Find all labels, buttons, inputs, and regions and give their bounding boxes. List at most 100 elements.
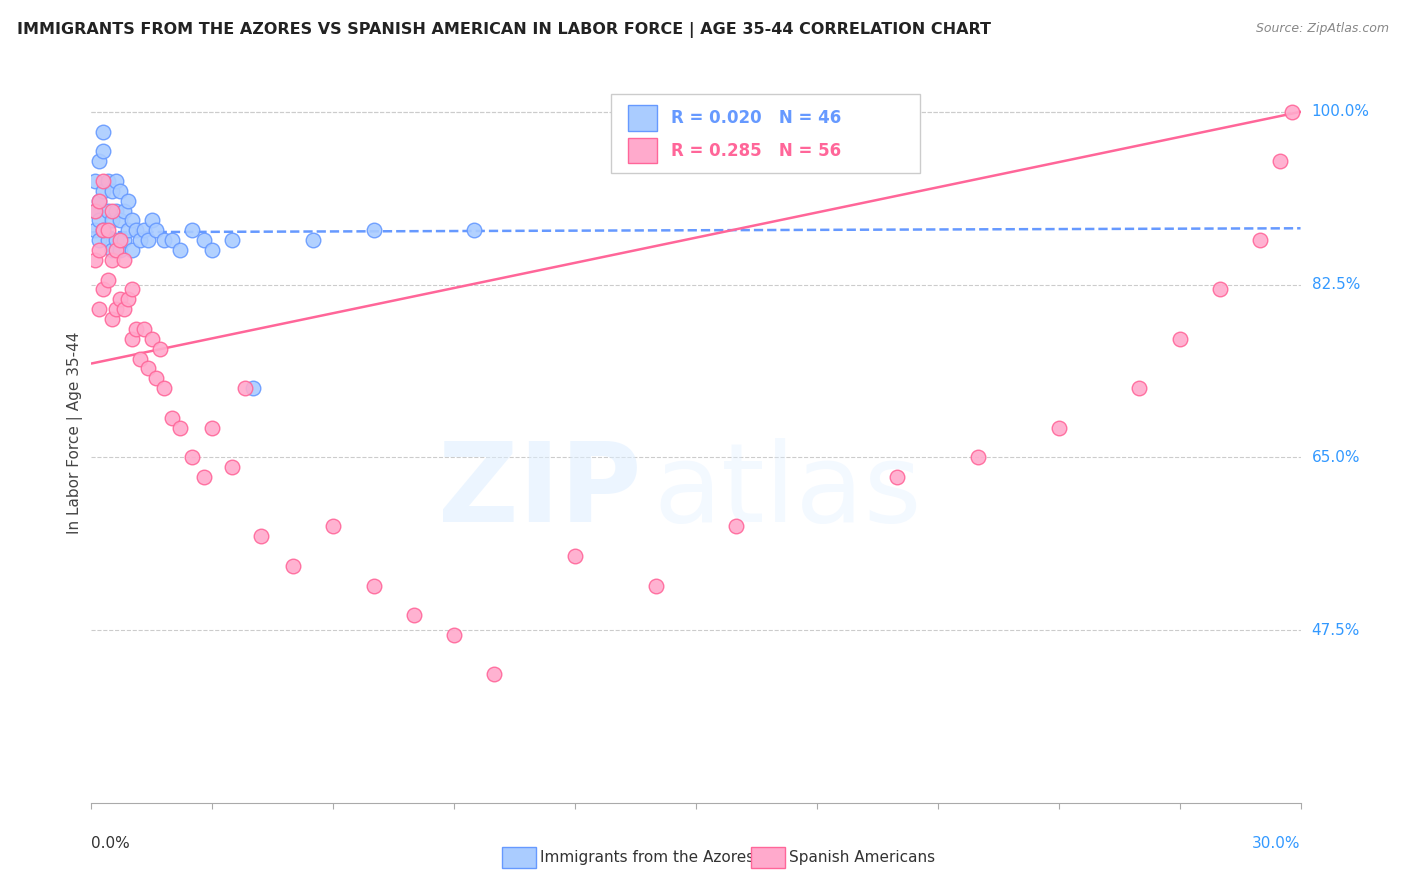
Point bbox=[233, 381, 256, 395]
Point bbox=[104, 233, 127, 247]
Point bbox=[108, 184, 131, 198]
Point bbox=[193, 233, 215, 247]
Point bbox=[121, 283, 143, 297]
Point bbox=[644, 579, 666, 593]
Text: Source: ZipAtlas.com: Source: ZipAtlas.com bbox=[1256, 22, 1389, 36]
Point bbox=[96, 223, 118, 237]
Point bbox=[100, 184, 122, 198]
Text: R = 0.020   N = 46: R = 0.020 N = 46 bbox=[671, 109, 841, 127]
Point bbox=[145, 371, 167, 385]
Point bbox=[100, 243, 122, 257]
Point bbox=[96, 203, 118, 218]
Point bbox=[117, 223, 139, 237]
Point bbox=[181, 223, 204, 237]
Point bbox=[1209, 283, 1232, 297]
Point bbox=[128, 351, 150, 366]
Text: 100.0%: 100.0% bbox=[1312, 104, 1369, 120]
Point bbox=[136, 361, 159, 376]
Point bbox=[84, 252, 107, 267]
Point bbox=[1128, 381, 1150, 395]
Point bbox=[169, 420, 191, 434]
Point bbox=[100, 213, 122, 227]
Point bbox=[104, 302, 127, 317]
Point bbox=[153, 381, 176, 395]
Point bbox=[104, 243, 127, 257]
Point bbox=[141, 332, 163, 346]
Point bbox=[160, 410, 183, 425]
Point bbox=[484, 667, 506, 681]
Point bbox=[89, 302, 111, 317]
Point bbox=[93, 283, 115, 297]
Point bbox=[153, 233, 176, 247]
Point bbox=[363, 579, 385, 593]
Text: atlas: atlas bbox=[654, 438, 922, 545]
Point bbox=[100, 203, 122, 218]
Point bbox=[725, 519, 748, 533]
Y-axis label: In Labor Force | Age 35-44: In Labor Force | Age 35-44 bbox=[67, 332, 83, 533]
Point bbox=[463, 223, 485, 237]
Point bbox=[193, 470, 215, 484]
Point bbox=[93, 145, 115, 159]
Point bbox=[89, 194, 111, 208]
Text: 30.0%: 30.0% bbox=[1253, 836, 1301, 851]
Point bbox=[443, 628, 465, 642]
Point bbox=[104, 203, 127, 218]
Point bbox=[145, 223, 167, 237]
Point bbox=[125, 322, 148, 336]
Point bbox=[96, 174, 118, 188]
Point bbox=[112, 252, 135, 267]
Point bbox=[96, 272, 118, 286]
Point bbox=[108, 243, 131, 257]
Text: ZIP: ZIP bbox=[439, 438, 641, 545]
Point bbox=[128, 233, 150, 247]
Point bbox=[84, 203, 107, 218]
Text: Immigrants from the Azores: Immigrants from the Azores bbox=[540, 850, 754, 864]
Point bbox=[112, 302, 135, 317]
Point bbox=[121, 213, 143, 227]
Point bbox=[117, 194, 139, 208]
Point bbox=[181, 450, 204, 465]
Point bbox=[1047, 420, 1070, 434]
Text: Spanish Americans: Spanish Americans bbox=[789, 850, 935, 864]
Point bbox=[402, 608, 425, 623]
Point bbox=[93, 174, 115, 188]
Point bbox=[108, 213, 131, 227]
Point bbox=[89, 154, 111, 169]
Point bbox=[242, 381, 264, 395]
Point bbox=[84, 223, 107, 237]
Point bbox=[84, 174, 107, 188]
Point bbox=[281, 558, 304, 573]
Point bbox=[1281, 104, 1303, 119]
Point bbox=[141, 213, 163, 227]
Point bbox=[93, 124, 115, 138]
Point bbox=[136, 233, 159, 247]
Text: R = 0.285   N = 56: R = 0.285 N = 56 bbox=[671, 142, 841, 160]
Point bbox=[1168, 332, 1191, 346]
Point bbox=[108, 233, 131, 247]
FancyBboxPatch shape bbox=[628, 105, 657, 130]
FancyBboxPatch shape bbox=[612, 94, 920, 173]
Point bbox=[93, 223, 115, 237]
Point bbox=[132, 223, 155, 237]
Text: 65.0%: 65.0% bbox=[1312, 450, 1360, 465]
Point bbox=[564, 549, 586, 563]
Point bbox=[93, 223, 115, 237]
Point bbox=[121, 243, 143, 257]
Point bbox=[104, 174, 127, 188]
Point bbox=[221, 460, 243, 475]
Point bbox=[121, 332, 143, 346]
Point bbox=[160, 233, 183, 247]
FancyBboxPatch shape bbox=[628, 138, 657, 163]
Point bbox=[112, 233, 135, 247]
Point bbox=[201, 420, 224, 434]
Point bbox=[169, 243, 191, 257]
Point bbox=[117, 293, 139, 307]
Point bbox=[249, 529, 271, 543]
Point bbox=[201, 243, 224, 257]
Point bbox=[886, 470, 908, 484]
Point bbox=[967, 450, 990, 465]
Text: 82.5%: 82.5% bbox=[1312, 277, 1360, 292]
Point bbox=[108, 293, 131, 307]
Point bbox=[149, 342, 172, 356]
Point bbox=[1270, 154, 1292, 169]
